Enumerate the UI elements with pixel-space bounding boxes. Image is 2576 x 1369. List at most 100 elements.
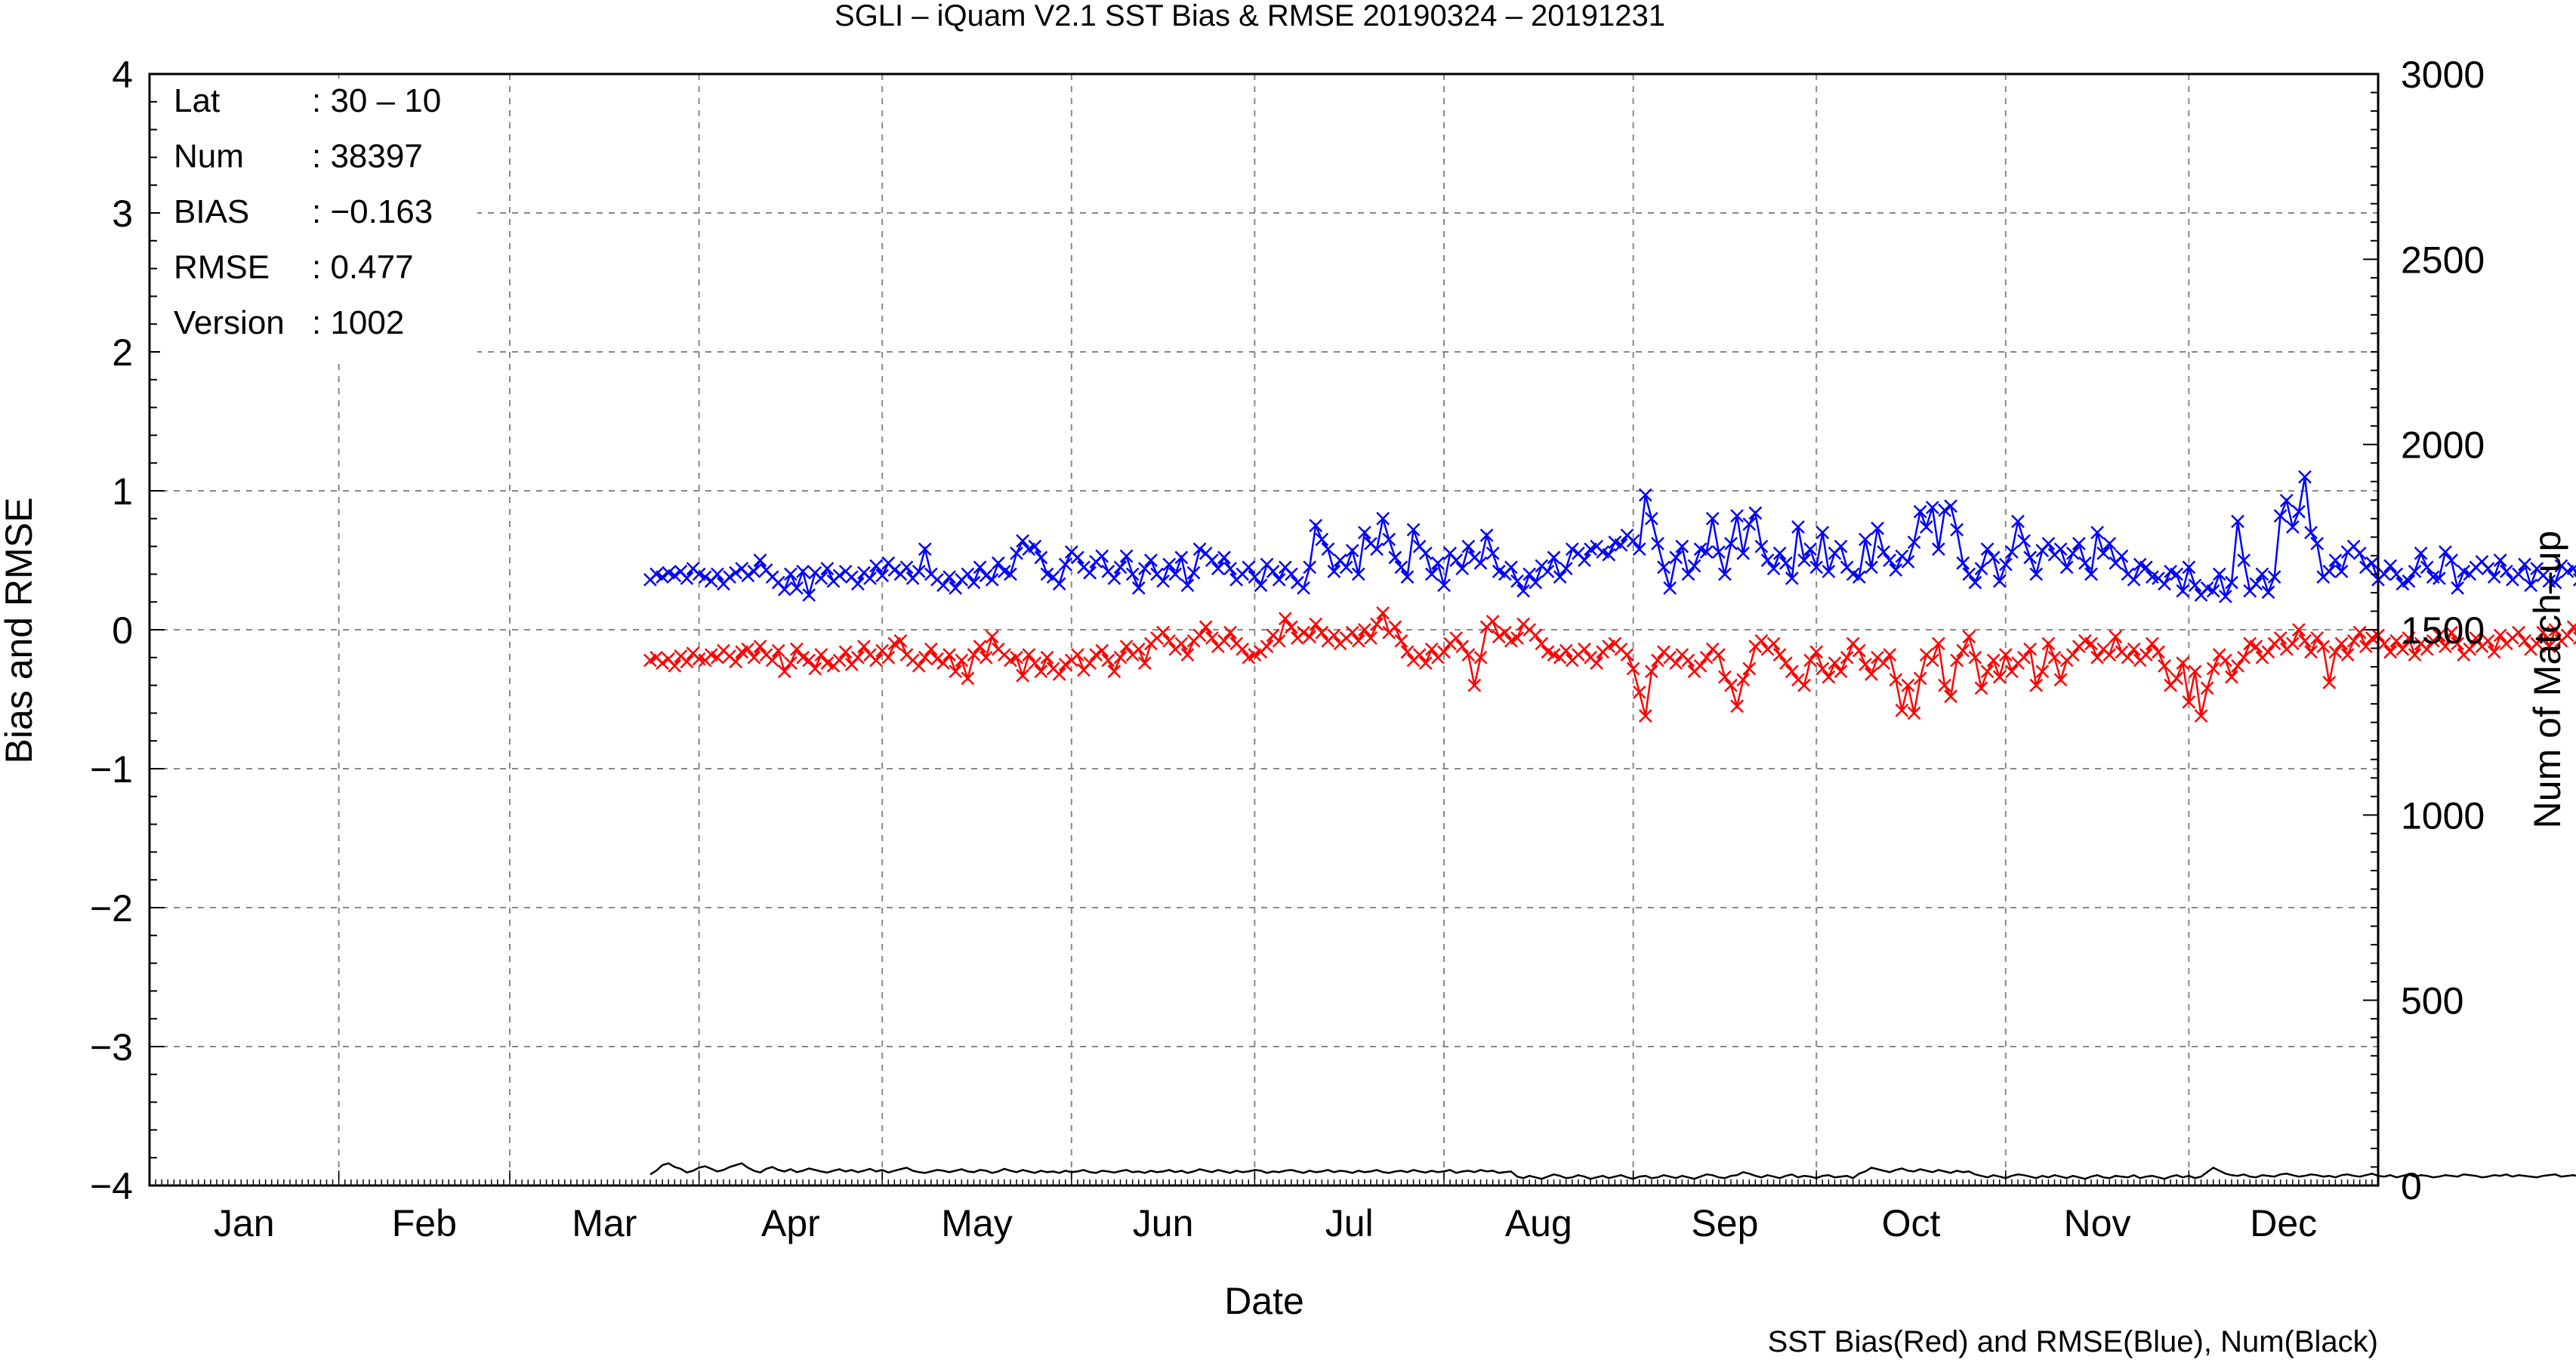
data-point-rmse	[1083, 566, 1097, 580]
data-point-rmse	[875, 569, 890, 583]
month-label: Dec	[2250, 1202, 2317, 1244]
data-point-rmse	[1095, 549, 1109, 563]
data-point-bias	[985, 630, 999, 644]
data-point-bias	[1205, 631, 1219, 645]
data-point-bias	[1083, 656, 1097, 671]
month-label: Jul	[1325, 1202, 1374, 1244]
data-point-bias	[2383, 645, 2398, 659]
data-point-rmse	[2298, 470, 2312, 484]
data-point-rmse	[1675, 539, 1689, 553]
data-point-bias	[2328, 645, 2343, 659]
data-point-bias	[1174, 637, 1189, 651]
data-point-rmse	[1541, 564, 1555, 578]
data-point-rmse	[942, 570, 957, 584]
data-point-rmse	[967, 575, 981, 590]
data-point-bias	[2218, 653, 2232, 668]
right-tick-label: 1500	[2401, 609, 2485, 652]
data-point-bias	[961, 671, 975, 686]
data-point-rmse	[729, 566, 743, 580]
data-point-rmse	[949, 581, 963, 595]
data-point-bias	[2176, 656, 2190, 671]
data-point-rmse	[912, 564, 926, 578]
data-point-bias	[1022, 648, 1036, 662]
data-point-rmse	[1473, 556, 1488, 570]
data-point-rmse	[790, 581, 804, 595]
data-point-bias	[1016, 668, 1030, 683]
info-value: : 1002	[312, 304, 404, 341]
data-point-bias	[2548, 623, 2562, 637]
data-point-rmse	[753, 553, 767, 567]
data-point-bias	[668, 658, 682, 673]
data-point-bias	[1956, 643, 1970, 658]
data-point-bias	[1260, 640, 1274, 653]
right-tick-label: 2500	[2401, 239, 2485, 281]
data-point-bias	[1907, 706, 1921, 720]
data-point-bias	[2463, 642, 2477, 656]
data-point-rmse	[1614, 538, 1628, 552]
data-point-bias	[1968, 650, 1982, 664]
data-point-rmse	[2352, 546, 2367, 560]
data-point-rmse	[832, 569, 847, 583]
data-point-bias	[1107, 664, 1121, 679]
data-point-rmse	[1803, 542, 1817, 557]
data-point-bias	[2377, 637, 2391, 651]
data-point-bias	[1883, 648, 1897, 662]
data-point-rmse	[2102, 537, 2117, 550]
info-value: : 38397	[312, 138, 423, 175]
data-point-bias	[1980, 664, 1994, 679]
data-point-bias	[967, 648, 981, 662]
data-point-rmse	[1266, 564, 1280, 578]
data-point-bias	[808, 661, 822, 676]
data-point-bias	[973, 640, 987, 653]
data-point-rmse	[1681, 567, 1695, 581]
data-point-bias	[838, 645, 853, 659]
data-point-rmse	[1785, 572, 1799, 585]
info-label: Num	[174, 138, 244, 175]
data-point-bias	[1131, 642, 1146, 656]
data-point-bias	[924, 642, 938, 656]
data-point-rmse	[1974, 562, 1988, 575]
data-point-bias	[2481, 634, 2495, 648]
data-point-bias	[2102, 648, 2117, 662]
data-point-bias	[2292, 623, 2306, 637]
data-point-rmse	[973, 560, 987, 575]
left-tick-label: 3	[112, 193, 133, 235]
data-point-bias	[1711, 648, 1726, 662]
data-point-bias	[1278, 612, 1292, 626]
data-point-bias	[2145, 637, 2159, 651]
bias-series	[643, 606, 2576, 723]
data-point-rmse	[784, 567, 797, 581]
data-point-rmse	[1852, 570, 1866, 584]
data-point-rmse	[2115, 549, 2129, 563]
data-point-rmse	[1144, 553, 1158, 567]
data-point-rmse	[1944, 499, 1957, 513]
data-point-rmse	[1125, 567, 1140, 581]
data-point-rmse	[1406, 523, 1421, 537]
data-point-rmse	[1919, 520, 1933, 534]
data-point-rmse	[2334, 564, 2349, 578]
info-value: : 30 – 10	[312, 82, 441, 119]
data-point-rmse	[2127, 572, 2141, 587]
data-point-rmse	[1321, 542, 1335, 557]
data-point-bias	[1772, 648, 1787, 662]
data-point-bias	[1895, 703, 1909, 717]
data-point-rmse	[2231, 514, 2244, 529]
data-point-rmse	[979, 569, 993, 583]
data-point-rmse	[2420, 560, 2434, 575]
data-point-bias	[2402, 631, 2416, 645]
data-point-rmse	[1901, 554, 1915, 569]
data-point-bias	[2536, 625, 2550, 640]
data-point-bias	[2359, 640, 2373, 653]
data-point-rmse	[1162, 557, 1177, 572]
data-point-bias	[2041, 637, 2056, 651]
data-point-rmse	[1192, 542, 1207, 557]
left-tick-label: 1	[112, 470, 133, 513]
data-point-rmse	[2499, 564, 2513, 578]
data-point-rmse	[1559, 562, 1573, 575]
data-point-rmse	[2445, 553, 2458, 567]
data-point-bias	[869, 653, 883, 668]
data-point-bias	[729, 655, 743, 669]
data-point-rmse	[1980, 542, 1994, 557]
data-point-bias	[2310, 631, 2325, 645]
data-point-bias	[1192, 628, 1207, 643]
